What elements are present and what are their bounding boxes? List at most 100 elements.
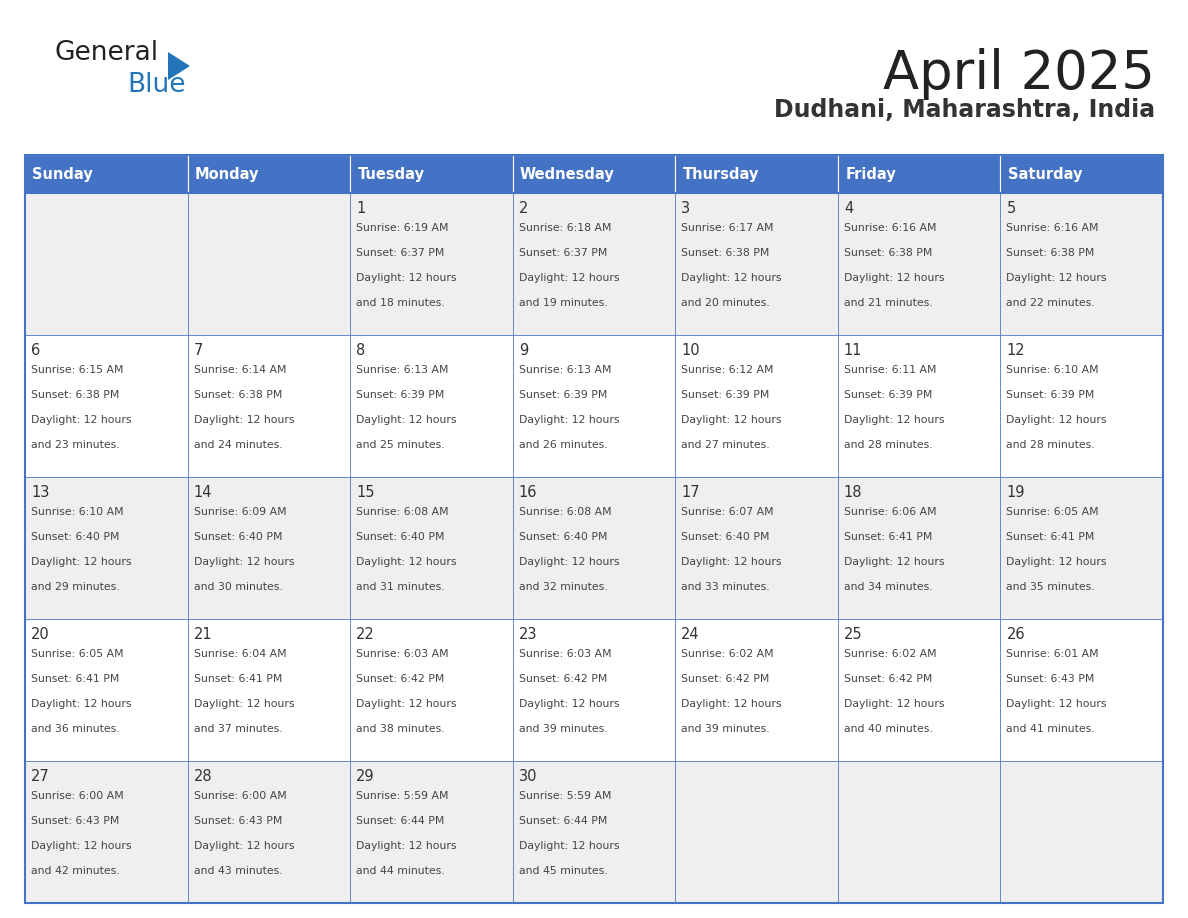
Text: Sunset: 6:44 PM: Sunset: 6:44 PM — [519, 816, 607, 826]
Text: Sunset: 6:43 PM: Sunset: 6:43 PM — [194, 816, 282, 826]
Polygon shape — [838, 477, 1000, 619]
Text: and 43 minutes.: and 43 minutes. — [194, 866, 283, 876]
Text: Daylight: 12 hours: Daylight: 12 hours — [681, 273, 782, 283]
Text: and 28 minutes.: and 28 minutes. — [843, 440, 933, 450]
Text: and 24 minutes.: and 24 minutes. — [194, 440, 283, 450]
Polygon shape — [350, 619, 513, 761]
Text: Blue: Blue — [127, 72, 185, 98]
Text: Sunset: 6:38 PM: Sunset: 6:38 PM — [843, 248, 933, 258]
Polygon shape — [350, 335, 513, 477]
Text: Daylight: 12 hours: Daylight: 12 hours — [519, 273, 619, 283]
Polygon shape — [675, 619, 838, 761]
Polygon shape — [188, 619, 350, 761]
Text: 26: 26 — [1006, 627, 1025, 642]
Text: Sunrise: 6:05 AM: Sunrise: 6:05 AM — [31, 649, 124, 659]
Text: 24: 24 — [681, 627, 700, 642]
Text: Wednesday: Wednesday — [520, 166, 614, 182]
Text: Sunset: 6:38 PM: Sunset: 6:38 PM — [681, 248, 770, 258]
Text: Sunrise: 6:19 AM: Sunrise: 6:19 AM — [356, 223, 449, 233]
Polygon shape — [1000, 761, 1163, 903]
Text: and 39 minutes.: and 39 minutes. — [519, 723, 607, 733]
Text: Daylight: 12 hours: Daylight: 12 hours — [31, 556, 132, 566]
Polygon shape — [1000, 619, 1163, 761]
Text: Daylight: 12 hours: Daylight: 12 hours — [681, 415, 782, 425]
Text: Sunrise: 6:10 AM: Sunrise: 6:10 AM — [31, 507, 124, 517]
Text: Sunset: 6:42 PM: Sunset: 6:42 PM — [356, 674, 444, 684]
Text: 14: 14 — [194, 485, 213, 500]
Text: Sunset: 6:38 PM: Sunset: 6:38 PM — [31, 390, 119, 400]
Polygon shape — [1000, 335, 1163, 477]
Polygon shape — [513, 155, 675, 193]
Text: 22: 22 — [356, 627, 375, 642]
Text: and 18 minutes.: and 18 minutes. — [356, 297, 444, 308]
Text: 7: 7 — [194, 343, 203, 358]
Polygon shape — [675, 155, 838, 193]
Text: Sunset: 6:43 PM: Sunset: 6:43 PM — [31, 816, 119, 826]
Polygon shape — [675, 761, 838, 903]
Text: Daylight: 12 hours: Daylight: 12 hours — [31, 699, 132, 709]
Text: Daylight: 12 hours: Daylight: 12 hours — [681, 699, 782, 709]
Text: Sunset: 6:37 PM: Sunset: 6:37 PM — [356, 248, 444, 258]
Text: and 44 minutes.: and 44 minutes. — [356, 866, 444, 876]
Text: 25: 25 — [843, 627, 862, 642]
Text: Thursday: Thursday — [683, 166, 759, 182]
Text: 4: 4 — [843, 201, 853, 216]
Text: Daylight: 12 hours: Daylight: 12 hours — [356, 841, 456, 851]
Text: Sunset: 6:39 PM: Sunset: 6:39 PM — [356, 390, 444, 400]
Text: 1: 1 — [356, 201, 366, 216]
Text: Sunrise: 6:06 AM: Sunrise: 6:06 AM — [843, 507, 936, 517]
Text: and 42 minutes.: and 42 minutes. — [31, 866, 120, 876]
Text: 2: 2 — [519, 201, 529, 216]
Text: Daylight: 12 hours: Daylight: 12 hours — [31, 415, 132, 425]
Text: and 26 minutes.: and 26 minutes. — [519, 440, 607, 450]
Polygon shape — [350, 761, 513, 903]
Text: 16: 16 — [519, 485, 537, 500]
Text: and 36 minutes.: and 36 minutes. — [31, 723, 120, 733]
Text: Sunset: 6:40 PM: Sunset: 6:40 PM — [519, 532, 607, 542]
Text: Dudhani, Maharashtra, India: Dudhani, Maharashtra, India — [773, 98, 1155, 122]
Text: Daylight: 12 hours: Daylight: 12 hours — [843, 699, 944, 709]
Polygon shape — [513, 761, 675, 903]
Text: Daylight: 12 hours: Daylight: 12 hours — [356, 415, 456, 425]
Text: Sunset: 6:38 PM: Sunset: 6:38 PM — [1006, 248, 1095, 258]
Polygon shape — [188, 155, 350, 193]
Polygon shape — [513, 335, 675, 477]
Text: and 25 minutes.: and 25 minutes. — [356, 440, 444, 450]
Polygon shape — [350, 155, 513, 193]
Text: Daylight: 12 hours: Daylight: 12 hours — [356, 556, 456, 566]
Text: and 23 minutes.: and 23 minutes. — [31, 440, 120, 450]
Polygon shape — [1000, 193, 1163, 335]
Text: 27: 27 — [31, 769, 50, 784]
Text: Sunrise: 5:59 AM: Sunrise: 5:59 AM — [519, 791, 611, 801]
Text: and 37 minutes.: and 37 minutes. — [194, 723, 283, 733]
Text: Daylight: 12 hours: Daylight: 12 hours — [194, 841, 295, 851]
Polygon shape — [838, 761, 1000, 903]
Text: Sunrise: 6:03 AM: Sunrise: 6:03 AM — [356, 649, 449, 659]
Text: April 2025: April 2025 — [883, 48, 1155, 100]
Text: Sunrise: 6:18 AM: Sunrise: 6:18 AM — [519, 223, 611, 233]
Text: Daylight: 12 hours: Daylight: 12 hours — [194, 699, 295, 709]
Text: Daylight: 12 hours: Daylight: 12 hours — [1006, 556, 1107, 566]
Text: Daylight: 12 hours: Daylight: 12 hours — [194, 415, 295, 425]
Polygon shape — [25, 619, 188, 761]
Text: Sunset: 6:39 PM: Sunset: 6:39 PM — [843, 390, 933, 400]
Polygon shape — [25, 155, 188, 193]
Text: Sunset: 6:37 PM: Sunset: 6:37 PM — [519, 248, 607, 258]
Text: Daylight: 12 hours: Daylight: 12 hours — [1006, 699, 1107, 709]
Text: Daylight: 12 hours: Daylight: 12 hours — [1006, 415, 1107, 425]
Text: and 34 minutes.: and 34 minutes. — [843, 581, 933, 591]
Polygon shape — [838, 619, 1000, 761]
Text: Sunrise: 6:02 AM: Sunrise: 6:02 AM — [843, 649, 936, 659]
Text: Sunset: 6:39 PM: Sunset: 6:39 PM — [1006, 390, 1095, 400]
Text: and 29 minutes.: and 29 minutes. — [31, 581, 120, 591]
Text: Sunset: 6:41 PM: Sunset: 6:41 PM — [31, 674, 119, 684]
Text: Daylight: 12 hours: Daylight: 12 hours — [681, 556, 782, 566]
Text: 10: 10 — [681, 343, 700, 358]
Text: Sunrise: 6:09 AM: Sunrise: 6:09 AM — [194, 507, 286, 517]
Text: Sunday: Sunday — [32, 166, 93, 182]
Text: General: General — [55, 40, 159, 66]
Text: Sunrise: 6:00 AM: Sunrise: 6:00 AM — [31, 791, 124, 801]
Text: Sunrise: 6:13 AM: Sunrise: 6:13 AM — [356, 365, 449, 375]
Text: Sunset: 6:42 PM: Sunset: 6:42 PM — [843, 674, 933, 684]
Text: Daylight: 12 hours: Daylight: 12 hours — [1006, 273, 1107, 283]
